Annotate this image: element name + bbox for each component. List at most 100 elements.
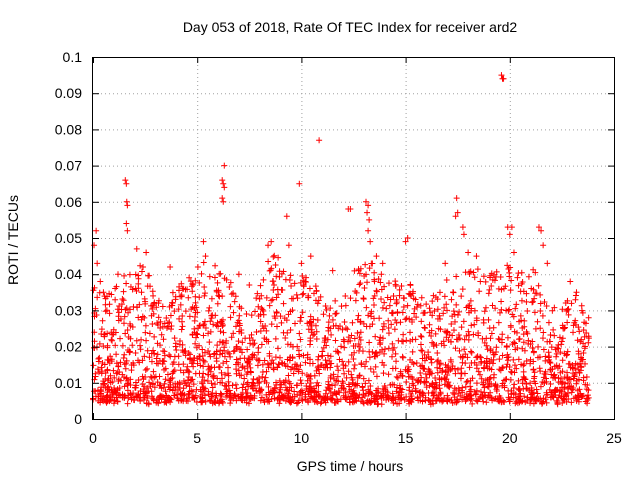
- scatter-point: [210, 374, 217, 381]
- scatter-point: [150, 292, 157, 299]
- scatter-point-peak: [123, 220, 130, 227]
- scatter-point: [483, 363, 490, 370]
- scatter-point: [339, 326, 346, 333]
- scatter-point: [400, 338, 407, 345]
- scatter-point: [304, 351, 311, 358]
- scatter-point-peak: [219, 177, 226, 184]
- scatter-point: [237, 346, 244, 353]
- scatter-point: [159, 323, 166, 330]
- scatter-point: [450, 327, 457, 334]
- scatter-point: [495, 285, 502, 292]
- scatter-point: [186, 313, 193, 320]
- scatter-point: [178, 293, 185, 300]
- scatter-point: [106, 392, 113, 399]
- scatter-point: [467, 268, 474, 275]
- scatter-point: [401, 396, 408, 403]
- scatter-point: [105, 357, 112, 364]
- scatter-point: [493, 388, 500, 395]
- scatter-point: [425, 349, 432, 356]
- scatter-point: [426, 371, 433, 378]
- scatter-point: [585, 387, 592, 394]
- scatter-point: [314, 379, 321, 386]
- scatter-point: [556, 334, 563, 341]
- scatter-point: [541, 298, 548, 305]
- scatter-point: [558, 338, 565, 345]
- scatter-point: [192, 370, 199, 377]
- scatter-point: [515, 356, 522, 363]
- scatter-point: [286, 277, 293, 284]
- scatter-point: [137, 346, 144, 353]
- scatter-point: [109, 337, 116, 344]
- scatter-point: [578, 336, 585, 343]
- scatter-point: [297, 336, 304, 343]
- scatter-point: [510, 313, 517, 320]
- scatter-point: [392, 316, 399, 323]
- scatter-point: [492, 305, 499, 312]
- scatter-point: [379, 346, 386, 353]
- scatter-point: [491, 271, 498, 278]
- scatter-point: [108, 291, 115, 298]
- scatter-point: [395, 337, 402, 344]
- scatter-point: [280, 395, 287, 402]
- y-axis-ticks: 0 0.01 0.02 0.03 0.04 0.05 0.06 0.07 0.08 0.09 0.1: [55, 49, 614, 427]
- scatter-point: [468, 307, 475, 314]
- scatter-point: [302, 278, 309, 285]
- scatter-point: [570, 329, 577, 336]
- scatter-point: [179, 347, 186, 354]
- scatter-point: [361, 272, 368, 279]
- scatter-point: [248, 331, 255, 338]
- scatter-point: [211, 381, 218, 388]
- scatter-point: [216, 351, 223, 358]
- scatter-point: [250, 341, 257, 348]
- scatter-point: [359, 384, 366, 391]
- scatter-point: [556, 387, 563, 394]
- scatter-point: [510, 385, 517, 392]
- scatter-point: [545, 319, 552, 326]
- scatter-point: [558, 375, 565, 382]
- scatter-point: [452, 345, 459, 352]
- scatter-point: [455, 331, 462, 338]
- scatter-point: [163, 315, 170, 322]
- scatter-point: [489, 360, 496, 367]
- scatter-point: [486, 286, 493, 293]
- y-tick-label: 0.03: [55, 302, 82, 318]
- scatter-point: [447, 356, 454, 363]
- scatter-point: [516, 399, 523, 406]
- scatter-point: [341, 370, 348, 377]
- scatter-point: [192, 299, 199, 306]
- scatter-point: [487, 335, 494, 342]
- scatter-point: [363, 323, 370, 330]
- scatter-point: [268, 321, 275, 328]
- scatter-point: [157, 382, 164, 389]
- scatter-point: [527, 341, 534, 348]
- scatter-point: [259, 361, 266, 368]
- scatter-point: [186, 383, 193, 390]
- scatter-point: [141, 353, 148, 360]
- scatter-point: [185, 368, 192, 375]
- scatter-point: [518, 297, 525, 304]
- scatter-point: [297, 377, 304, 384]
- scatter-point: [356, 372, 363, 379]
- scatter-point: [477, 278, 484, 285]
- scatter-point: [257, 311, 264, 318]
- scatter-point: [380, 362, 387, 369]
- scatter-point: [244, 390, 251, 397]
- scatter-point: [243, 394, 250, 401]
- scatter-point: [485, 383, 492, 390]
- scatter-point: [260, 276, 267, 283]
- scatter-point: [385, 280, 392, 287]
- scatter-point: [371, 292, 378, 299]
- scatter-point: [144, 365, 151, 372]
- scatter-point: [115, 363, 122, 370]
- scatter-point-peak: [285, 242, 292, 249]
- scatter-point-peak: [296, 180, 303, 187]
- scatter-point: [423, 384, 430, 391]
- scatter-point: [422, 397, 429, 404]
- scatter-point: [433, 342, 440, 349]
- scatter-point: [163, 399, 170, 406]
- scatter-point: [555, 379, 562, 386]
- scatter-point: [236, 328, 243, 335]
- scatter-point: [394, 374, 401, 381]
- scatter-point: [529, 298, 536, 305]
